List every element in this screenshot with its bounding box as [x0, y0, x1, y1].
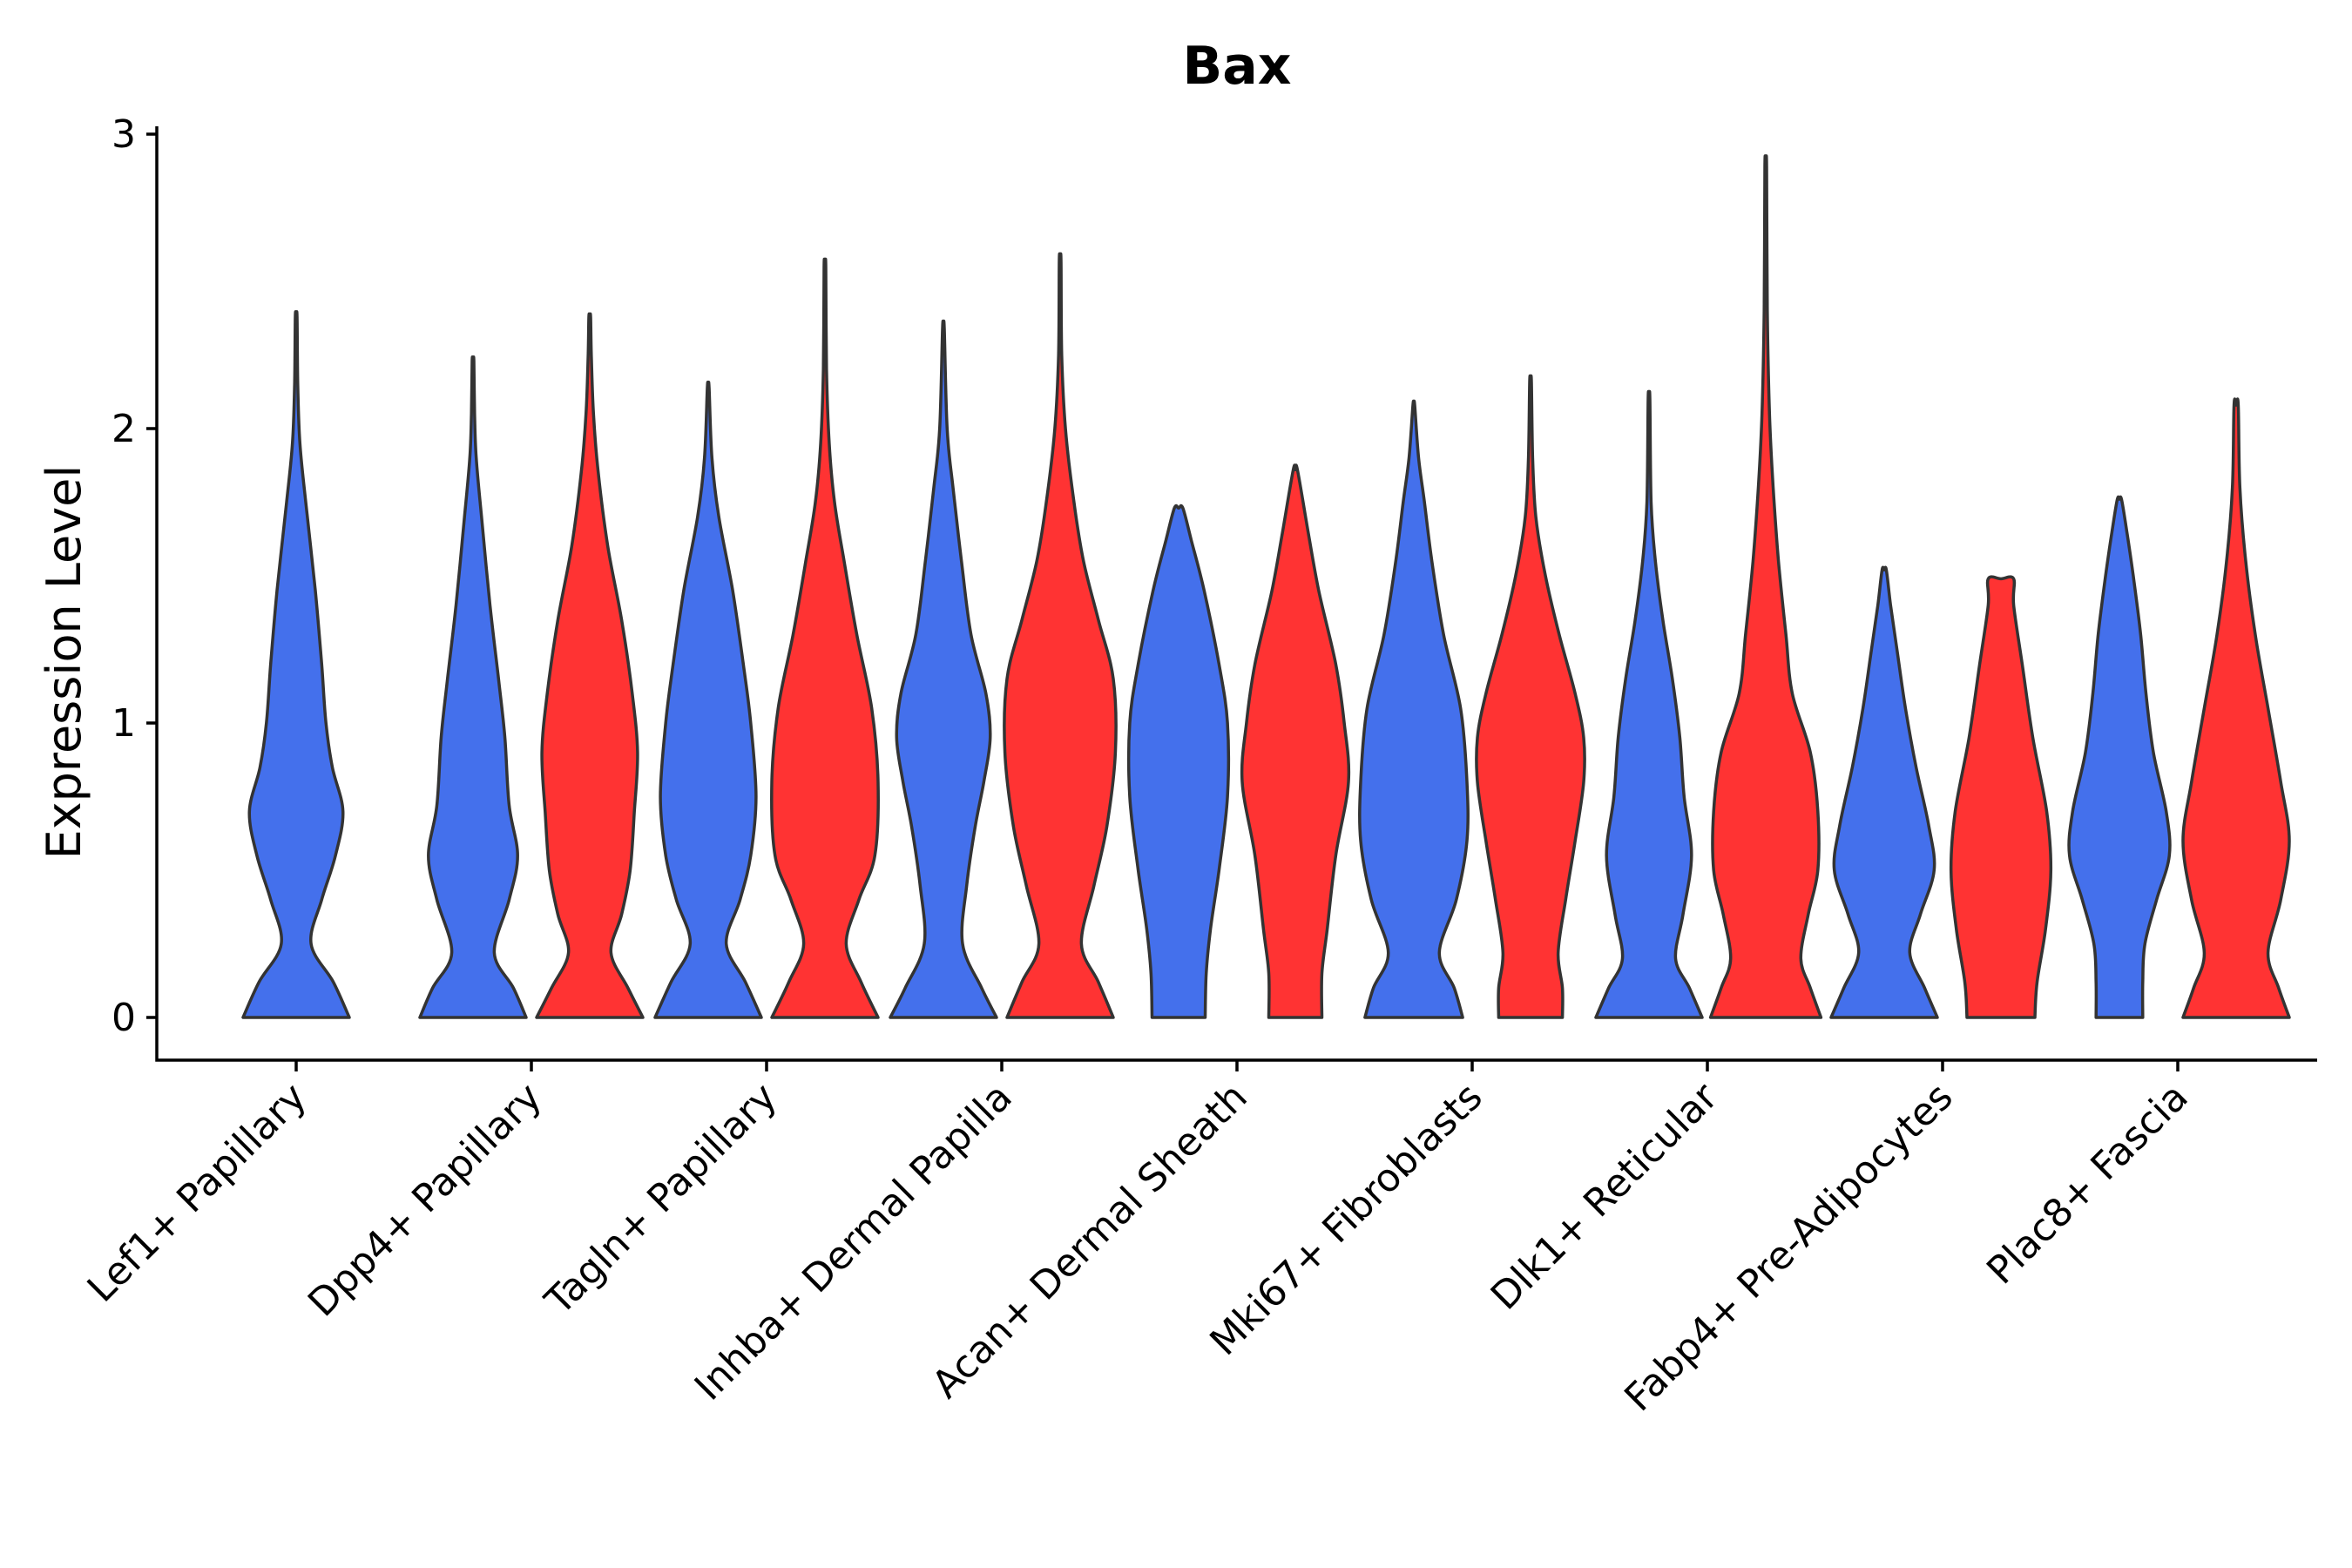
violin-b-8: [2181, 397, 2291, 1019]
y-tick-label: 3: [112, 112, 136, 157]
x-tick-label: Mki67+ Fibroblasts: [1201, 1075, 1490, 1364]
violin-a-2: [653, 381, 763, 1019]
violin-group: [241, 154, 2291, 1019]
violin-a-3: [889, 319, 998, 1019]
x-tick-label: Dpp4+ Papillary: [300, 1075, 551, 1326]
violin-b-3: [1003, 252, 1118, 1019]
x-tick-label: Tagln+ Papillary: [537, 1075, 786, 1324]
violin-a-1: [418, 355, 528, 1019]
x-tick-label: Lef1+ Papillary: [79, 1075, 315, 1311]
violin-b-6: [1708, 154, 1823, 1019]
y-axis-ticks: 0 1 2 3: [112, 112, 157, 1040]
y-tick-label: 1: [112, 701, 136, 746]
violin-a-8: [2067, 495, 2172, 1019]
axis-lines: [155, 126, 2317, 1062]
violin-b-4: [1240, 463, 1351, 1019]
y-tick-label: 0: [112, 996, 136, 1040]
x-tick-label: Dlk1+ Reticular: [1483, 1074, 1727, 1319]
violin-a-5: [1358, 399, 1470, 1019]
violin-b-5: [1475, 374, 1586, 1019]
violin-b-2: [770, 257, 880, 1019]
y-axis-label: Expression Level: [37, 465, 91, 860]
chart-title: Bax: [1183, 36, 1292, 97]
x-tick-label: Plac8+ Fascia: [1978, 1075, 2197, 1294]
violin-a-0: [241, 310, 351, 1019]
violin-b-7: [1949, 575, 2053, 1019]
violin-a-6: [1594, 389, 1704, 1019]
violin-a-4: [1126, 504, 1231, 1019]
y-tick-label: 2: [112, 407, 136, 451]
violin-a-7: [1829, 565, 1939, 1019]
violin-b-1: [535, 312, 645, 1019]
